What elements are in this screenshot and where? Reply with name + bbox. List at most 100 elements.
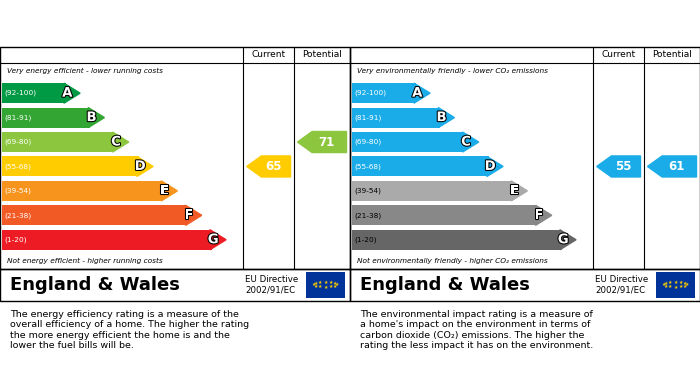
Polygon shape bbox=[648, 156, 696, 177]
Text: ★: ★ bbox=[673, 285, 678, 290]
Bar bbox=[1, 108, 90, 127]
Text: 55: 55 bbox=[615, 160, 631, 173]
Text: ★: ★ bbox=[683, 281, 687, 286]
Bar bbox=[351, 181, 513, 201]
Polygon shape bbox=[414, 83, 430, 103]
Text: ★: ★ bbox=[318, 284, 322, 289]
Text: The energy efficiency rating is a measure of the
overall efficiency of a home. T: The energy efficiency rating is a measur… bbox=[10, 310, 250, 350]
Text: EU Directive
2002/91/EC: EU Directive 2002/91/EC bbox=[595, 275, 648, 294]
Text: 61: 61 bbox=[668, 160, 685, 173]
Bar bbox=[351, 132, 464, 152]
Text: F: F bbox=[184, 209, 193, 222]
Polygon shape bbox=[511, 181, 527, 201]
Text: (92-100): (92-100) bbox=[355, 90, 386, 97]
Text: ★: ★ bbox=[679, 280, 683, 285]
Polygon shape bbox=[161, 181, 177, 201]
Polygon shape bbox=[210, 230, 226, 250]
Text: (39-54): (39-54) bbox=[4, 188, 32, 194]
Text: (69-80): (69-80) bbox=[4, 139, 32, 145]
Text: Environmental Impact (CO₂) Rating: Environmental Impact (CO₂) Rating bbox=[360, 23, 622, 36]
Text: Energy Efficiency Rating: Energy Efficiency Rating bbox=[10, 23, 194, 36]
Text: C: C bbox=[111, 136, 121, 149]
Bar bbox=[1, 205, 188, 225]
Polygon shape bbox=[186, 205, 202, 225]
Text: Current: Current bbox=[601, 50, 636, 59]
Bar bbox=[1, 181, 163, 201]
Polygon shape bbox=[560, 230, 576, 250]
Text: ★: ★ bbox=[333, 281, 337, 286]
Text: A: A bbox=[412, 87, 422, 100]
Polygon shape bbox=[64, 83, 80, 103]
Text: (81-91): (81-91) bbox=[355, 114, 382, 121]
Text: Not environmentally friendly - higher CO₂ emissions: Not environmentally friendly - higher CO… bbox=[357, 258, 547, 264]
Text: (55-68): (55-68) bbox=[355, 163, 382, 170]
Bar bbox=[1, 230, 211, 250]
Text: ★: ★ bbox=[335, 282, 339, 287]
Text: (55-68): (55-68) bbox=[4, 163, 32, 170]
Bar bbox=[1, 156, 139, 176]
Text: G: G bbox=[558, 233, 568, 246]
Text: B: B bbox=[437, 111, 447, 124]
Text: ★: ★ bbox=[662, 282, 666, 287]
Bar bbox=[351, 83, 416, 103]
Polygon shape bbox=[536, 205, 552, 225]
Text: Potential: Potential bbox=[652, 50, 692, 59]
Text: ★: ★ bbox=[333, 283, 337, 289]
Text: EU Directive
2002/91/EC: EU Directive 2002/91/EC bbox=[245, 275, 298, 294]
Bar bbox=[1, 83, 66, 103]
Text: F: F bbox=[534, 209, 543, 222]
Text: ★: ★ bbox=[685, 282, 689, 287]
Bar bbox=[351, 108, 440, 127]
Text: ★: ★ bbox=[323, 285, 328, 290]
Text: ★: ★ bbox=[673, 280, 678, 285]
Bar bbox=[351, 156, 489, 176]
Text: (1-20): (1-20) bbox=[4, 237, 27, 243]
Text: 65: 65 bbox=[265, 160, 281, 173]
Text: Very energy efficient - lower running costs: Very energy efficient - lower running co… bbox=[7, 68, 163, 74]
Text: England & Wales: England & Wales bbox=[10, 276, 181, 294]
Text: ★: ★ bbox=[329, 280, 333, 285]
Text: G: G bbox=[208, 233, 218, 246]
Text: (1-20): (1-20) bbox=[355, 237, 377, 243]
Text: A: A bbox=[62, 87, 72, 100]
Text: Potential: Potential bbox=[302, 50, 342, 59]
Text: ★: ★ bbox=[312, 282, 316, 287]
Bar bbox=[307, 272, 344, 298]
Text: E: E bbox=[160, 185, 169, 197]
Text: ★: ★ bbox=[323, 280, 328, 285]
Polygon shape bbox=[246, 156, 290, 177]
Bar bbox=[657, 272, 694, 298]
Polygon shape bbox=[137, 156, 153, 176]
Polygon shape bbox=[596, 156, 640, 177]
Text: ★: ★ bbox=[314, 283, 318, 289]
Text: (69-80): (69-80) bbox=[355, 139, 382, 145]
Polygon shape bbox=[88, 108, 104, 127]
Text: E: E bbox=[510, 185, 519, 197]
Bar bbox=[351, 205, 538, 225]
Text: ★: ★ bbox=[679, 284, 683, 289]
Bar bbox=[351, 230, 561, 250]
Text: ★: ★ bbox=[668, 284, 672, 289]
Polygon shape bbox=[438, 108, 454, 127]
Text: ★: ★ bbox=[318, 280, 322, 285]
Text: The environmental impact rating is a measure of
a home's impact on the environme: The environmental impact rating is a mea… bbox=[360, 310, 594, 350]
Text: 71: 71 bbox=[318, 136, 335, 149]
Text: ★: ★ bbox=[664, 283, 668, 289]
Polygon shape bbox=[487, 156, 503, 176]
Text: ★: ★ bbox=[668, 280, 672, 285]
Text: ★: ★ bbox=[329, 284, 333, 289]
Text: D: D bbox=[134, 160, 146, 173]
Text: (21-38): (21-38) bbox=[355, 212, 382, 219]
Text: D: D bbox=[484, 160, 496, 173]
Text: (39-54): (39-54) bbox=[355, 188, 382, 194]
Text: (92-100): (92-100) bbox=[4, 90, 36, 97]
Text: Current: Current bbox=[251, 50, 286, 59]
Polygon shape bbox=[298, 131, 346, 152]
Text: ★: ★ bbox=[683, 283, 687, 289]
Bar bbox=[1, 132, 114, 152]
Text: ★: ★ bbox=[664, 281, 668, 286]
Polygon shape bbox=[113, 132, 129, 152]
Text: (21-38): (21-38) bbox=[4, 212, 32, 219]
Text: England & Wales: England & Wales bbox=[360, 276, 531, 294]
Text: (81-91): (81-91) bbox=[4, 114, 32, 121]
